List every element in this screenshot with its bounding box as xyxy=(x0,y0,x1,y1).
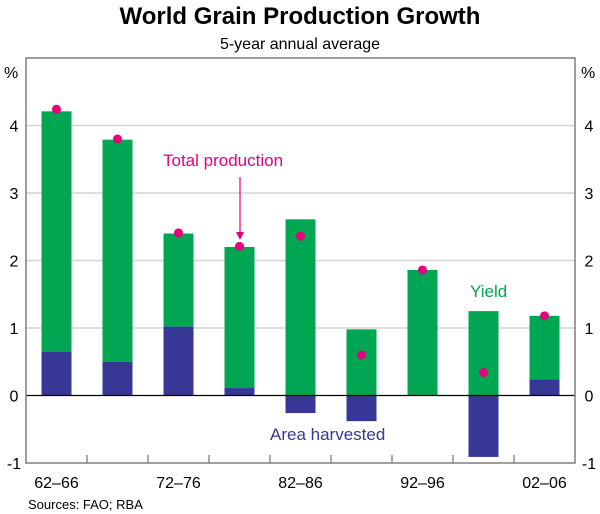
y-tick-label-right: 1 xyxy=(585,321,594,338)
annotation-area-harvested: Area harvested xyxy=(270,425,385,444)
source-note: Sources: FAO; RBA xyxy=(28,497,143,512)
y-tick-label-right: 4 xyxy=(585,119,594,136)
dot-total-production-92–96 xyxy=(418,265,427,275)
dot-total-production-67–71 xyxy=(113,134,122,144)
bar-area-harvested-82–86 xyxy=(285,395,316,414)
y-unit-right: % xyxy=(581,65,595,82)
arrow-head-icon xyxy=(236,232,244,240)
axes: -1 -1 0 0 1 1 2 2 3 3 4 4 62–66 72–76 82–86 92–96 02–06 xyxy=(7,57,596,492)
dot-total-production-77–81 xyxy=(235,241,244,251)
bar-area-harvested-87–91 xyxy=(346,395,377,422)
plot-frame xyxy=(25,57,576,464)
dot-total-production-02–06 xyxy=(540,311,549,321)
x-tick-label: 02–06 xyxy=(522,475,567,492)
total-production-dots xyxy=(52,104,549,378)
bar-yield-67–71 xyxy=(102,139,133,362)
bar-area-harvested-02–06 xyxy=(529,379,560,396)
x-tick-label: 92–96 xyxy=(400,475,445,492)
x-tick-label: 62–66 xyxy=(34,475,79,492)
y-tick-label-left: 2 xyxy=(10,254,19,271)
bar-area-harvested-77–81 xyxy=(224,388,255,396)
y-tick-label-right: 2 xyxy=(585,254,594,271)
bar-yield-87–91 xyxy=(346,329,377,396)
y-tick-label-right: -1 xyxy=(582,456,596,473)
y-tick-label-left: -1 xyxy=(7,456,21,473)
dot-total-production-72–76 xyxy=(174,228,183,238)
dot-total-production-87–91 xyxy=(357,350,366,360)
y-tick-label-right: 0 xyxy=(585,389,594,406)
bar-yield-92–96 xyxy=(407,269,438,396)
y-tick-label-left: 3 xyxy=(10,186,19,203)
bars xyxy=(41,111,560,457)
dot-total-production-62–66 xyxy=(52,104,61,114)
bar-yield-02–06 xyxy=(529,315,560,380)
annotation-yield: Yield xyxy=(470,282,507,301)
dot-total-production-97–01 xyxy=(479,368,488,378)
bar-yield-97–01 xyxy=(468,311,499,396)
bar-area-harvested-67–71 xyxy=(102,361,133,396)
y-unit-left: % xyxy=(4,65,18,82)
y-tick-label-left: 0 xyxy=(10,389,19,406)
y-tick-label-right: 3 xyxy=(585,186,594,203)
dot-total-production-82–86 xyxy=(296,231,305,241)
bar-area-harvested-72–76 xyxy=(163,326,194,396)
bar-area-harvested-97–01 xyxy=(468,395,499,457)
bar-yield-77–81 xyxy=(224,247,255,389)
bar-yield-72–76 xyxy=(163,233,194,327)
x-tick-label: 72–76 xyxy=(156,475,201,492)
chart-subtitle: 5-year annual average xyxy=(220,36,380,53)
bar-area-harvested-62–66 xyxy=(41,351,72,396)
annotation-total-production: Total production xyxy=(163,151,283,170)
bar-yield-82–86 xyxy=(285,219,316,396)
chart-title: World Grain Production Growth xyxy=(120,3,481,30)
bar-yield-62–66 xyxy=(41,111,72,352)
x-tick-label: 82–86 xyxy=(278,475,323,492)
y-tick-label-left: 4 xyxy=(10,119,19,136)
y-tick-label-left: 1 xyxy=(10,321,19,338)
